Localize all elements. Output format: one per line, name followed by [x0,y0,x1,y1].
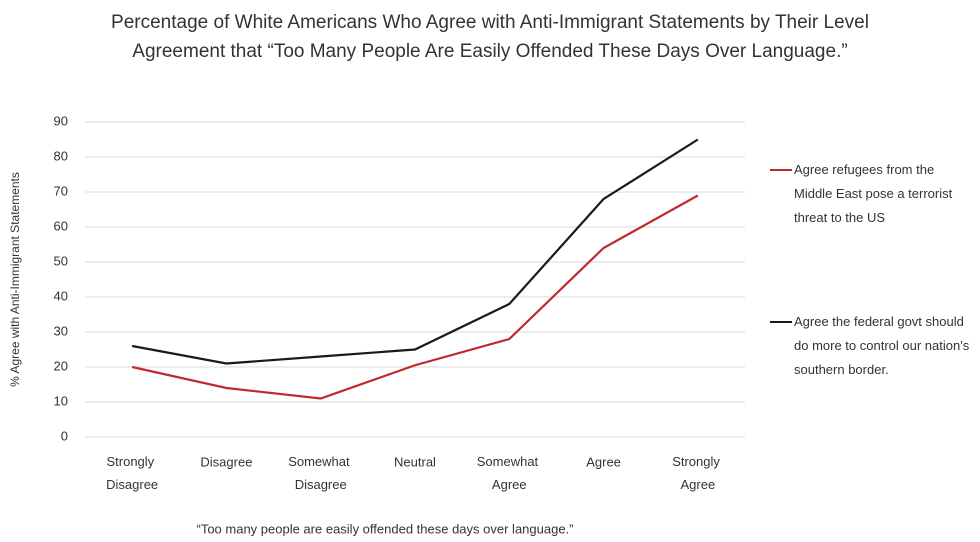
y-tick-label: 0 [61,428,68,443]
y-tick-label: 80 [54,148,68,163]
legend-item: Agree the federal govt should do more to… [770,310,970,382]
x-axis-label: “Too many people are easily offended the… [196,521,573,536]
x-tick-label: Strongly Disagree [106,454,158,492]
y-tick-label: 10 [54,393,68,408]
x-tick-label: Somewhat Agree [477,454,542,492]
x-tick-label: Neutral [394,454,436,469]
y-tick-label: 70 [54,183,68,198]
chart-title: Percentage of White Americans Who Agree … [111,12,869,62]
y-tick-label: 90 [54,113,68,128]
x-tick-label: Agree [586,454,621,469]
legend-item: Agree refugees from the Middle East pose… [770,158,970,230]
legend-label: Agree refugees from the Middle East pose… [794,162,953,225]
y-tick-label: 50 [54,253,68,268]
legend-swatch [770,169,792,171]
legend-label: Agree the federal govt should do more to… [794,314,970,377]
y-tick-label: 20 [54,358,68,373]
x-tick-label: Strongly Agree [672,454,723,492]
y-tick-label: 60 [54,218,68,233]
line [131,138,699,365]
y-tick-label: 30 [54,323,68,338]
x-tick-label: Disagree [200,454,252,469]
y-tick-label: 40 [54,288,68,303]
x-tick-label: Somewhat Disagree [288,454,353,492]
y-axis-label: % Agree with Anti-Immigrant Statements [8,172,22,387]
legend-swatch [770,321,792,323]
line [131,194,699,400]
